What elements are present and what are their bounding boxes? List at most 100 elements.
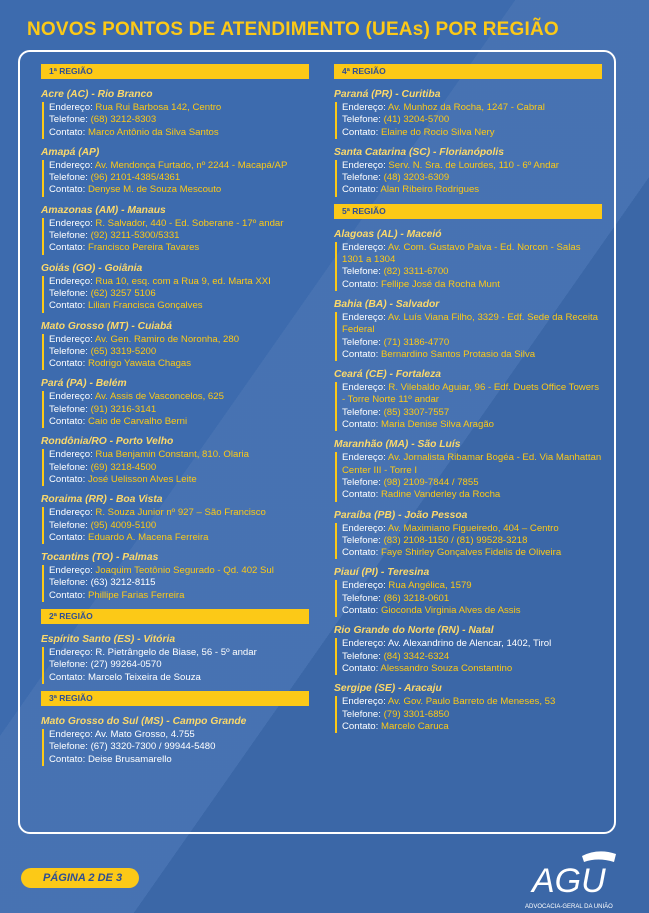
detail-value: Fellipe José da Rocha Munt: [380, 278, 500, 290]
detail-label: Contato:: [342, 662, 379, 674]
detail-line: Contato: Deise Brusamarello: [49, 754, 309, 766]
detail-line: Contato: José Uelisson Alves Leite: [49, 474, 309, 486]
office-title: Ceará (CE) - Fortaleza: [334, 369, 442, 381]
detail-value: Maria Denise Silva Aragão: [380, 419, 495, 431]
detail-line: Contato: Radine Vanderley da Rocha: [342, 489, 602, 501]
detail-value: R. Souza Junior nº 927 – São Francisco: [95, 507, 266, 519]
office-details: Endereço: Rua Benjamin Constant, 810. Ol…: [42, 449, 309, 487]
detail-line: Contato: Phillipe Farias Ferreira: [49, 590, 309, 602]
logo-caption: ADVOCACIA-GERAL DA UNIÃO: [525, 903, 613, 910]
detail-line: Endereço: Joaquim Teotônio Segurado - Qd…: [49, 565, 309, 577]
office-entry: Pará (PA) - Belém Endereço: Av. Assis de …: [41, 377, 309, 429]
detail-value: (83) 2108-1150 / (81) 99528-3218: [383, 534, 528, 546]
detail-label: Contato:: [49, 531, 86, 543]
office-title: Tocantins (TO) - Palmas: [41, 552, 159, 564]
detail-label: Contato:: [342, 126, 379, 138]
right-column: 4ª REGIÃO Paraná (PR) - Curitiba Endereço:…: [334, 61, 602, 740]
office-entry: Sergipe (SE) - Aracaju Endereço: Av. Gov.…: [334, 682, 602, 734]
detail-line: Telefone: (71) 3186-4770: [342, 337, 602, 349]
detail-value: (69) 3218-4500: [90, 461, 157, 473]
left-column: 1ª REGIÃO Acre (AC) - Rio Branco Endereço:…: [41, 61, 309, 773]
detail-line: Endereço: Av. Gen. Ramiro de Noronha, 28…: [49, 334, 309, 346]
office-title: Amapá (AP): [41, 146, 100, 158]
detail-line: Telefone: (63) 3212-8115: [49, 577, 309, 589]
logo-flag-icon: [582, 851, 616, 862]
detail-value: (48) 3203-6309: [383, 172, 450, 184]
detail-value: Av. Assis de Vasconcelos, 625: [94, 391, 224, 403]
detail-label: Endereço:: [49, 507, 93, 519]
office-details: Endereço: Av. Assis de Vasconcelos, 625 T…: [42, 391, 309, 429]
detail-line: Telefone: (84) 3342-6324: [342, 651, 602, 663]
detail-line: Telefone: (85) 3307-7557: [342, 407, 602, 419]
detail-label: Endereço:: [49, 275, 93, 287]
region-header: 2ª REGIÃO: [41, 609, 309, 625]
office-entry: Amazonas (AM) - Manaus Endereço: R. Salva…: [41, 204, 309, 255]
detail-line: Endereço: Rua Rui Barbosa 142, Centro: [49, 102, 309, 114]
detail-value: Radine Vanderley da Rocha: [380, 489, 501, 501]
office-title: Acre (AC) - Rio Branco: [41, 89, 153, 100]
detail-line: Telefone: (41) 3204-5700: [342, 114, 602, 126]
detail-value: R. Pietrângelo de Biase, 56 - 5º andar: [95, 647, 257, 659]
detail-label: Contato:: [342, 348, 379, 360]
office-title: Pará (PA) - Belém: [41, 378, 127, 390]
detail-line: Endereço: Rua Benjamin Constant, 810. Ol…: [49, 449, 309, 461]
detail-label: Telefone:: [49, 577, 88, 589]
detail-value: (41) 3204-5700: [383, 114, 450, 126]
detail-line: Telefone: (79) 3301-6850: [342, 709, 602, 721]
detail-value: Deise Brusamarello: [87, 753, 172, 765]
detail-line: Endereço: Av. Maximiano Figueiredo, 404 …: [342, 523, 602, 535]
detail-value: Av. Mato Grosso, 4.755: [94, 728, 195, 740]
detail-line: Telefone: (69) 3218-4500: [49, 462, 309, 474]
detail-label: Endereço:: [49, 647, 93, 659]
detail-value: Av. Com. Gustavo Paiva - Ed. Norcon - Sa…: [342, 241, 581, 266]
detail-value: (86) 3218-0601: [383, 592, 450, 604]
detail-value: Av. Gov. Paulo Barreto de Meneses, 53: [387, 696, 556, 708]
detail-value: Elaine do Rocio Silva Nery: [380, 126, 495, 138]
office-entry: Bahia (BA) - Salvador Endereço: Av. Luís …: [334, 298, 602, 362]
detail-value: (96) 2101-4385/4361: [90, 172, 181, 184]
detail-value: Av. Luís Viana Filho, 3329 - Edf. Sede d…: [342, 311, 599, 336]
detail-label: Telefone:: [49, 659, 88, 671]
detail-value: Av. Munhoz da Rocha, 1247 - Cabral: [387, 102, 545, 113]
detail-label: Telefone:: [342, 476, 381, 488]
detail-label: Contato:: [49, 753, 86, 765]
detail-value: (67) 3320-7300 / 99944-5480: [90, 741, 216, 753]
office-details: Endereço: Av. Luís Viana Filho, 3329 - E…: [335, 311, 602, 362]
office-details: Endereço: R. Pietrângelo de Biase, 56 - …: [42, 647, 309, 684]
detail-label: Contato:: [49, 184, 86, 196]
office-title: Espírito Santo (ES) - Vitória: [41, 634, 176, 646]
office-title: Mato Grosso do Sul (MS) - Campo Grande: [41, 715, 247, 727]
detail-label: Contato:: [342, 605, 379, 617]
detail-line: Endereço: R. Pietrângelo de Biase, 56 - …: [49, 647, 309, 659]
detail-line: Endereço: Av. Mendonça Furtado, nº 2244 …: [49, 160, 309, 172]
detail-value: (65) 3319-5200: [90, 345, 157, 357]
detail-label: Contato:: [342, 184, 379, 196]
detail-line: Endereço: Av. Com. Gustavo Paiva - Ed. N…: [342, 242, 602, 267]
detail-label: Telefone:: [49, 403, 88, 415]
detail-label: Contato:: [342, 489, 379, 501]
detail-line: Endereço: Av. Jornalista Ribamar Bogéa -…: [342, 452, 602, 477]
detail-label: Contato:: [49, 473, 86, 485]
detail-line: Contato: Eduardo A. Macena Ferreira: [49, 532, 309, 544]
detail-value: Av. Mendonça Furtado, nº 2244 - Macapá/A…: [94, 159, 288, 171]
detail-label: Contato:: [342, 720, 379, 732]
office-title: Santa Catarina (SC) - Florianópolis: [334, 146, 504, 158]
region-header: 5ª REGIÃO: [334, 203, 602, 219]
detail-line: Contato: Gioconda Virginia Alves de Assi…: [342, 605, 602, 617]
detail-value: Alan Ribeiro Rodrigues: [380, 184, 480, 196]
detail-label: Telefone:: [342, 534, 381, 546]
detail-value: (84) 3342-6324: [383, 650, 450, 662]
detail-line: Contato: Rodrigo Yawata Chagas: [49, 358, 309, 370]
detail-line: Telefone: (82) 3311-6700: [342, 266, 602, 278]
office-details: Endereço: R. Salvador, 440 - Ed. Soberan…: [42, 217, 309, 255]
detail-line: Telefone: (83) 2108-1150 / (81) 99528-32…: [342, 535, 602, 547]
detail-line: Contato: Marcelo Caruca: [342, 721, 602, 733]
detail-label: Contato:: [49, 300, 86, 312]
detail-label: Telefone:: [342, 592, 381, 604]
logo-text: AGU: [530, 862, 606, 900]
office-entry: Acre (AC) - Rio Branco Endereço: Rua Rui …: [41, 88, 309, 139]
detail-label: Telefone:: [49, 741, 88, 753]
detail-label: Endereço:: [342, 638, 386, 650]
detail-line: Endereço: Av. Gov. Paulo Barreto de Mene…: [342, 696, 602, 708]
office-title: Paraíba (PB) - João Pessoa: [334, 509, 468, 521]
